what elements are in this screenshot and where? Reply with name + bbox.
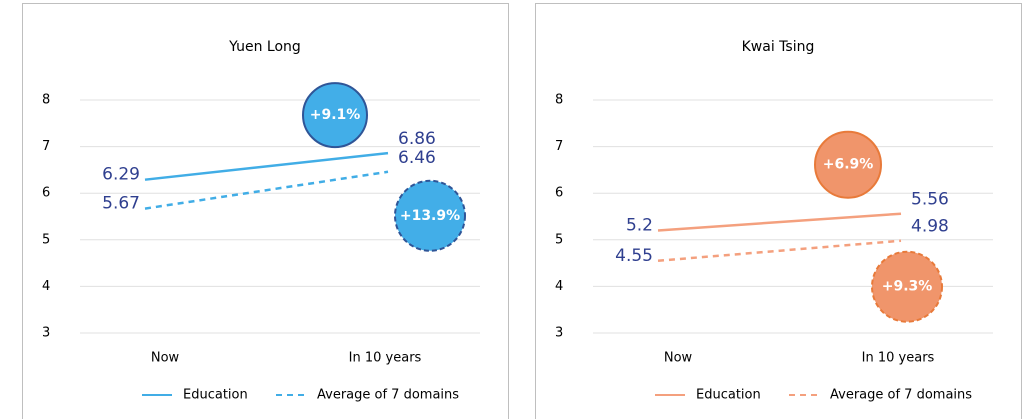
data-label: 6.86	[398, 129, 436, 149]
y-tick-label: 8	[555, 93, 563, 108]
y-tick-label: 6	[555, 186, 563, 201]
data-label: 6.46	[398, 148, 436, 168]
x-tick-label: Now	[151, 351, 180, 366]
data-line	[144, 151, 389, 181]
y-tick-label: 8	[42, 93, 50, 108]
data-label: 5.67	[102, 194, 140, 214]
x-tick-label: In 10 years	[349, 351, 422, 366]
panel	[22, 3, 509, 419]
legend-label: Average of 7 domains	[830, 388, 972, 403]
legend-label: Education	[183, 388, 248, 403]
data-label: 5.2	[626, 215, 653, 235]
change-label: +6.9%	[823, 157, 874, 173]
x-tick-label: In 10 years	[862, 351, 935, 366]
change-label: +13.9%	[400, 208, 460, 224]
y-tick-label: 6	[42, 186, 50, 201]
y-tick-label: 5	[555, 232, 563, 247]
x-tick-label: Now	[664, 351, 693, 366]
change-bubble	[871, 250, 943, 323]
y-tick-label: 7	[555, 139, 563, 154]
data-label: 4.98	[911, 217, 949, 237]
data-label: 6.29	[102, 165, 140, 185]
legend-label: Education	[696, 388, 761, 403]
y-tick-label: 5	[42, 232, 50, 247]
change-label: +9.1%	[310, 107, 361, 123]
change-label: +9.3%	[882, 279, 933, 295]
data-line	[657, 212, 902, 232]
y-tick-label: 4	[42, 279, 50, 294]
chart-title: Yuen Long	[228, 39, 301, 55]
data-line	[657, 239, 902, 263]
legend-label: Average of 7 domains	[317, 388, 459, 403]
panel	[535, 3, 1022, 419]
change-bubble	[394, 179, 466, 252]
y-tick-label: 4	[555, 279, 563, 294]
chart-title: Kwai Tsing	[742, 39, 815, 55]
data-label: 4.55	[615, 246, 653, 266]
y-tick-label: 3	[42, 326, 50, 341]
y-tick-label: 3	[555, 326, 563, 341]
change-bubble	[302, 82, 368, 149]
change-bubble	[814, 130, 882, 199]
y-tick-label: 7	[42, 139, 50, 154]
data-line	[144, 170, 389, 210]
data-label: 5.56	[911, 190, 949, 210]
